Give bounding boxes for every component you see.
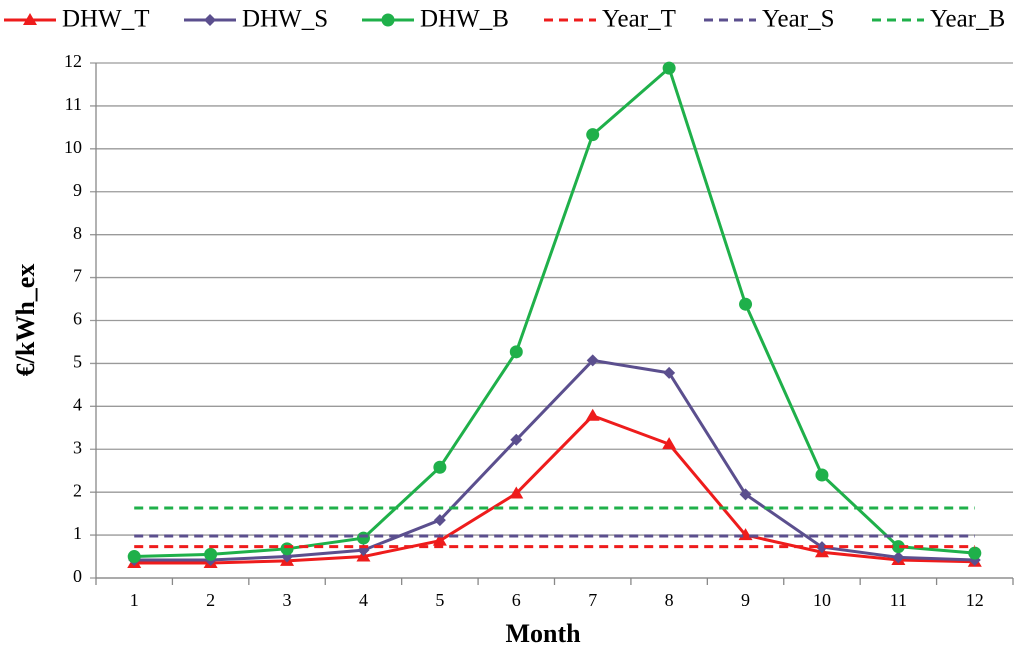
y-tick-label: 12: [64, 51, 82, 71]
marker: [586, 128, 600, 142]
marker: [127, 550, 141, 564]
marker: [892, 551, 905, 564]
marker: [891, 540, 905, 554]
x-tick-label: 7: [588, 590, 597, 610]
y-tick-label: 4: [73, 394, 82, 414]
marker: [381, 13, 395, 27]
y-tick-label: 10: [64, 137, 82, 157]
y-tick-label: 7: [73, 266, 82, 286]
marker: [509, 486, 524, 499]
x-tick-label: 2: [206, 590, 215, 610]
x-tick-label: 10: [813, 590, 831, 610]
x-axis-label: Month: [505, 619, 581, 648]
x-tick-label: 12: [966, 590, 984, 610]
legend-label: DHW_S: [242, 6, 328, 33]
marker: [204, 14, 216, 26]
marker: [739, 297, 753, 311]
marker: [815, 468, 829, 482]
x-tick-label: 5: [435, 590, 444, 610]
marker: [663, 366, 676, 379]
marker: [432, 533, 447, 546]
legend-label: Year_S: [762, 6, 834, 33]
marker: [509, 345, 523, 359]
y-tick-label: 0: [73, 566, 82, 586]
y-tick-label: 11: [65, 94, 82, 114]
legend-label: Year_B: [930, 6, 1005, 33]
legend-label: DHW_T: [62, 6, 149, 33]
marker: [204, 547, 218, 561]
y-axis-label: €/kWh_ex: [11, 264, 40, 377]
series-line: [134, 358, 975, 562]
x-tick-label: 6: [512, 590, 521, 610]
marker: [968, 546, 982, 560]
marker: [280, 542, 294, 556]
legend-label: Year_T: [602, 6, 676, 33]
x-tick-label: 4: [359, 590, 368, 610]
marker: [433, 460, 447, 474]
marker: [356, 531, 370, 545]
x-tick-label: 3: [283, 590, 292, 610]
y-tick-label: 6: [73, 309, 82, 329]
marker: [662, 61, 676, 75]
x-tick-label: 9: [741, 590, 750, 610]
y-tick-label: 1: [73, 523, 82, 543]
x-tick-label: 1: [130, 590, 139, 610]
marker: [585, 408, 600, 421]
marker: [739, 488, 752, 501]
y-tick-label: 2: [73, 480, 82, 500]
series-line: [134, 414, 975, 565]
marker: [510, 433, 523, 446]
marker: [815, 541, 828, 554]
series-line: [134, 65, 975, 559]
y-tick-label: 8: [73, 223, 82, 243]
marker: [23, 13, 37, 25]
y-tick-label: 3: [73, 437, 82, 457]
legend-label: DHW_B: [420, 6, 509, 33]
marker: [433, 514, 446, 527]
y-tick-label: 9: [73, 180, 82, 200]
y-tick-label: 5: [73, 352, 82, 372]
marker: [586, 354, 599, 367]
marker: [662, 437, 677, 450]
x-tick-label: 8: [665, 590, 674, 610]
x-tick-label: 11: [890, 590, 907, 610]
